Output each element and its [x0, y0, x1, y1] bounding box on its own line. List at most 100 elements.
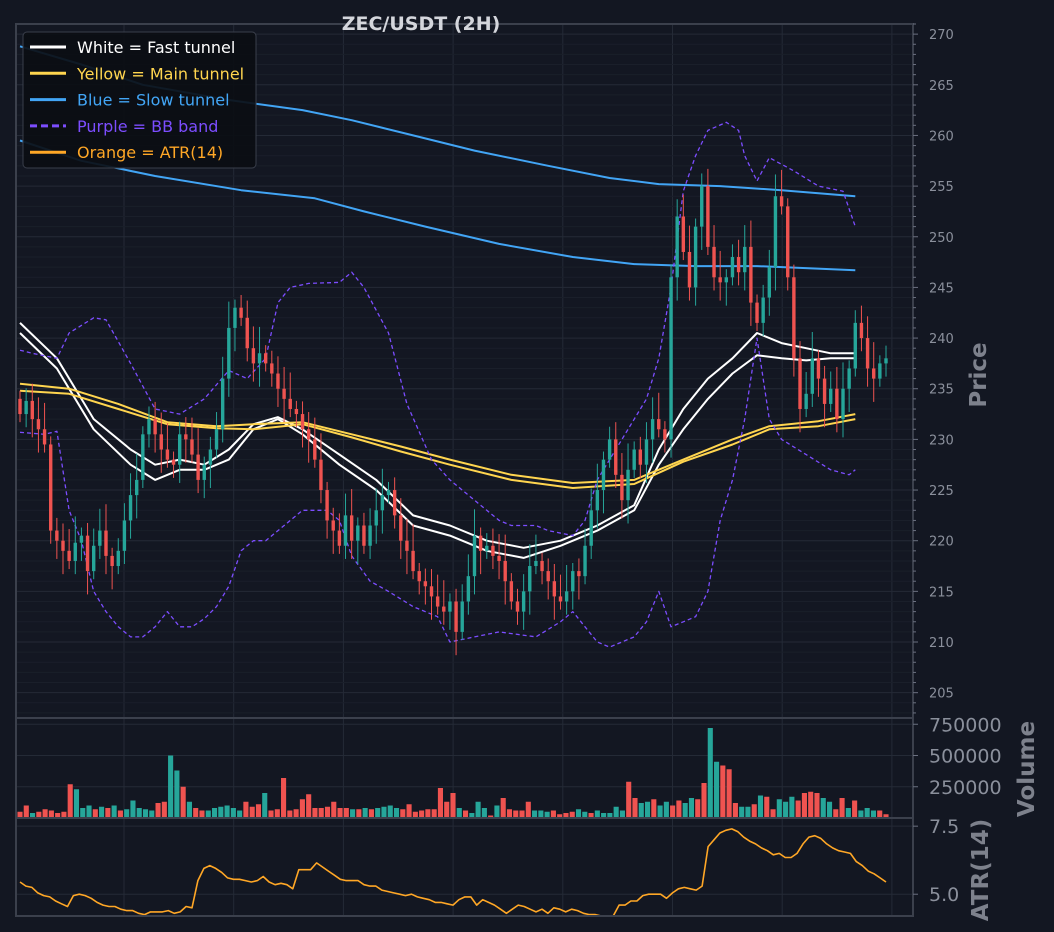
candle-body: [448, 601, 452, 612]
price-tick-label: 270: [929, 28, 954, 43]
candle: [798, 341, 802, 433]
candle: [700, 173, 704, 250]
atr-axis-label: ATR(14): [968, 819, 994, 921]
candle-body: [847, 368, 851, 389]
candle-body: [294, 408, 299, 415]
candle: [79, 527, 84, 561]
candle: [141, 426, 145, 489]
volume-bar: [707, 728, 713, 818]
volume-bar: [67, 784, 73, 818]
candle-body: [466, 576, 471, 602]
volume-bar: [864, 808, 870, 818]
candle-body: [128, 495, 133, 521]
volume-bar: [682, 803, 688, 818]
candle: [177, 421, 182, 483]
volume-bar: [268, 810, 274, 818]
candle-body: [104, 530, 108, 556]
candle: [607, 426, 612, 468]
candle-body: [141, 434, 145, 480]
volume-bar: [61, 811, 67, 818]
grid-layer: [16, 23, 913, 916]
candle: [429, 569, 434, 620]
candle-body: [497, 555, 501, 561]
candle: [503, 534, 507, 605]
volume-bar: [193, 808, 199, 818]
candle: [417, 562, 421, 595]
candle: [208, 436, 213, 489]
series-line-7: [19, 337, 856, 648]
candle-body: [196, 454, 200, 480]
legend-label: Blue = Slow tunnel: [77, 91, 230, 110]
price-tick-label: 240: [929, 332, 954, 347]
volume-bar: [180, 786, 186, 818]
candle: [270, 350, 274, 387]
volume-bar: [324, 806, 331, 818]
candle-body: [583, 545, 587, 577]
volume-bar: [563, 813, 569, 818]
volume-bar: [17, 811, 23, 818]
candle-body: [202, 464, 206, 480]
candle-body: [755, 302, 759, 323]
candle-body: [257, 353, 262, 364]
candle-body: [638, 449, 643, 465]
candle: [423, 568, 428, 605]
volume-axis-label: Volume: [1014, 721, 1040, 817]
price-tick-label: 265: [929, 79, 954, 94]
candle: [349, 489, 354, 559]
volume-bar: [870, 810, 877, 818]
candle-body: [134, 479, 139, 496]
volume-bar: [186, 801, 192, 818]
volume-bar: [105, 808, 111, 818]
candle-body: [55, 530, 59, 541]
candle-body: [245, 317, 249, 349]
volume-bar: [695, 799, 701, 818]
candle: [392, 477, 397, 529]
candle-body: [773, 196, 778, 268]
candle-body: [227, 327, 231, 379]
volume-bar: [513, 810, 519, 818]
volume-bar: [174, 770, 180, 818]
candle: [485, 533, 489, 559]
price-tick-label: 220: [929, 535, 954, 550]
volume-bar: [23, 805, 29, 818]
candle: [792, 264, 796, 377]
candle: [36, 397, 41, 453]
candles: [18, 168, 888, 656]
volume-bar: [594, 810, 600, 818]
candle: [356, 517, 360, 565]
candle-body: [282, 388, 286, 399]
candle-body: [521, 591, 526, 612]
candle-body: [177, 434, 182, 465]
volume-bar: [80, 808, 86, 818]
volume-bar: [86, 805, 92, 818]
volume-bar: [626, 781, 632, 818]
candle-body: [749, 246, 753, 303]
candle-body: [632, 449, 636, 470]
volume-tick-label: 250000: [929, 777, 1002, 799]
panel-frames: [15, 23, 914, 917]
candle-body: [657, 419, 661, 430]
volume-bar: [538, 810, 544, 818]
candle-body: [263, 353, 268, 364]
candle: [528, 544, 532, 615]
volume-bar: [306, 794, 312, 818]
candle-body: [859, 322, 864, 339]
candle-body: [405, 540, 409, 551]
candle: [491, 528, 495, 570]
volume-bar: [764, 796, 770, 818]
candle-body: [865, 338, 870, 369]
volume-bar: [312, 808, 318, 818]
candle: [497, 534, 501, 580]
volume-bar: [569, 811, 575, 818]
volume-bar: [701, 783, 707, 818]
candle: [165, 423, 170, 468]
candle-body: [73, 542, 77, 561]
candle-body: [564, 591, 569, 602]
volume-bar: [651, 799, 657, 818]
candle-body: [558, 596, 563, 602]
volume-bar: [224, 805, 230, 818]
candle: [638, 436, 643, 478]
candle: [859, 305, 864, 352]
candle-body: [786, 206, 790, 278]
